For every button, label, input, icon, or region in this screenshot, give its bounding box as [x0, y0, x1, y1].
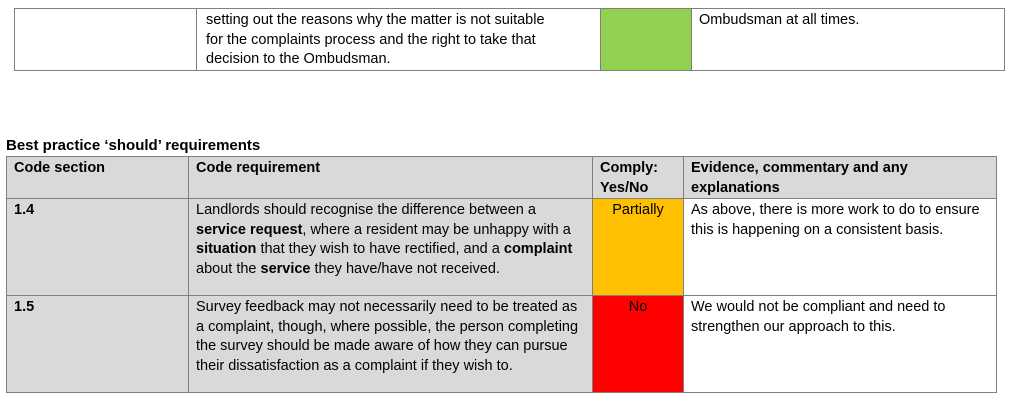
requirement-line: decision to the Ombudsman. — [206, 51, 391, 67]
header-comply: Comply: Yes/No — [592, 156, 684, 199]
table-row: 1.4 Landlords should recognise the diffe… — [6, 198, 997, 296]
requirement-line: setting out the reasons why the matter i… — [206, 12, 545, 28]
header-code-section: Code section — [6, 156, 189, 199]
comply-status: Partially — [612, 202, 664, 218]
bold-term: complaint — [503, 241, 573, 257]
section-heading: Best practice ‘should’ requirements — [6, 137, 261, 154]
table-row: 1.5 Survey feedback may not necessarily … — [6, 295, 997, 393]
previous-table-fragment: setting out the reasons why the matter i… — [14, 8, 1005, 71]
comply-status-cell: No — [592, 295, 684, 393]
empty-section-cell — [14, 8, 197, 71]
evidence-cell: We would not be compliant and need to st… — [683, 295, 997, 393]
code-requirement-cell: Landlords should recognise the differenc… — [188, 198, 593, 296]
code-section-cell: 1.5 — [6, 295, 189, 393]
table-header-row: Code section Code requirement Comply: Ye… — [6, 156, 997, 199]
evidence-cell: As above, there is more work to do to en… — [683, 198, 997, 296]
code-requirement-cell: Survey feedback may not necessarily need… — [188, 295, 593, 393]
table-row: setting out the reasons why the matter i… — [14, 8, 1005, 71]
bold-term: service — [260, 260, 311, 277]
comply-status-cell: Partially — [592, 198, 684, 296]
header-evidence: Evidence, commentary and any explanation… — [683, 156, 997, 199]
compliance-color-cell — [600, 8, 692, 71]
header-comply-line2: Yes/No — [600, 179, 649, 196]
evidence-text: Ombudsman at all times. — [699, 12, 860, 28]
requirements-table: Code section Code requirement Comply: Ye… — [6, 156, 997, 393]
bold-term: service request — [196, 221, 303, 238]
bold-term: situation — [196, 241, 257, 257]
header-code-requirement: Code requirement — [188, 156, 593, 199]
header-evidence-line1: Evidence, commentary and any — [691, 160, 908, 176]
comply-status: No — [628, 299, 648, 315]
evidence-cell: Ombudsman at all times. — [691, 8, 1005, 71]
code-section-cell: 1.4 — [6, 198, 189, 296]
requirement-cell: setting out the reasons why the matter i… — [196, 8, 601, 71]
header-comply-line1: Comply: — [600, 160, 658, 176]
requirement-line: for the complaints process and the right… — [206, 31, 536, 48]
header-evidence-line2: explanations — [691, 179, 780, 196]
